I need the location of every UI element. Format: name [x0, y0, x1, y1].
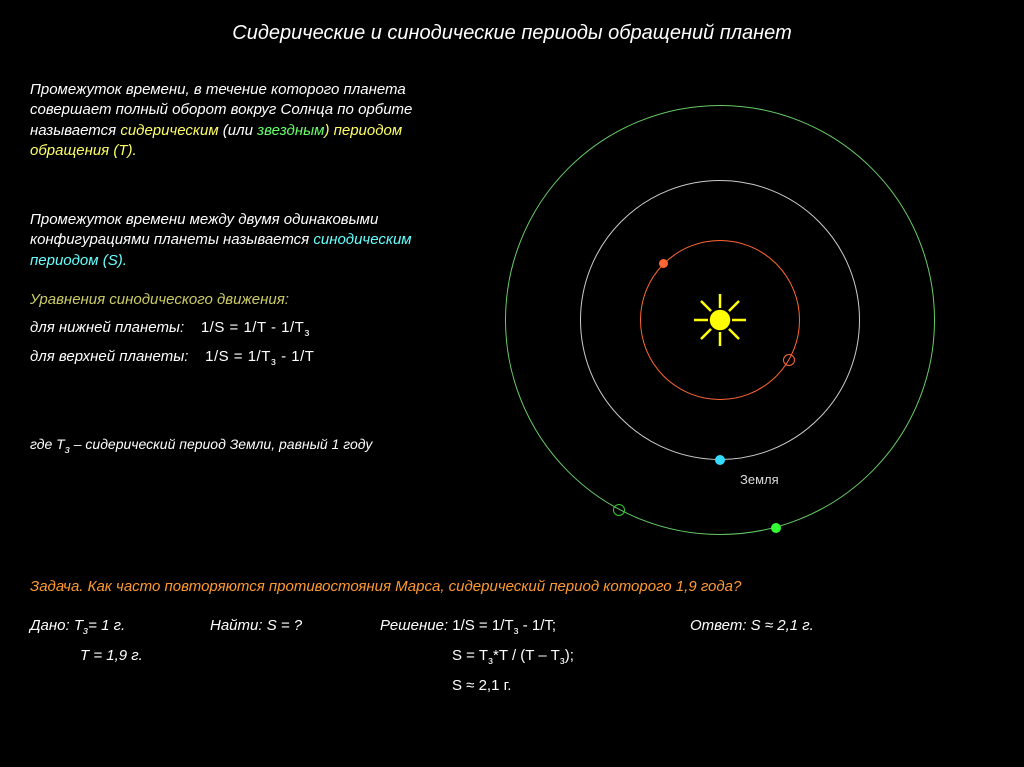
answer-col: Ответ: S ≈ 2,1 г. [690, 617, 890, 637]
term-sidereal: сидерическим [120, 122, 218, 139]
orbit-diagram: Земля [470, 80, 970, 560]
planet-marker-0 [659, 259, 668, 268]
outer-planet-formula: 1/S = 1/Tз - 1/T [205, 348, 314, 365]
term-stellar: звездным [257, 122, 324, 139]
given-col-2: T = 1,9 г. [30, 647, 210, 667]
problem-question: Как часто повторяются противостояния Мар… [88, 578, 742, 595]
equations-header: Уравнения синодического движения: [30, 290, 450, 310]
problem-section: Задача. Как часто повторяются противосто… [30, 578, 990, 704]
text: (или [219, 122, 257, 139]
planet-marker-2 [715, 455, 725, 465]
equations-block: Уравнения синодического движения: для ни… [30, 290, 450, 370]
note-earth-period: где Tз – сидерический период Земли, равн… [30, 435, 480, 458]
solution-col-3: S ≈ 2,1 г. [380, 677, 690, 694]
problem-row-1: Дано: Tз= 1 г. Найти: S = ? Решение: 1/S… [30, 617, 990, 637]
solution-col-2: S = Tз*T / (T – Tз); [380, 647, 690, 667]
problem-label: Задача. [30, 578, 88, 595]
outer-planet-label: для верхней планеты: [30, 348, 188, 365]
solution-col: Решение: 1/S = 1/Tз - 1/T; [380, 617, 690, 637]
inner-planet-label: для нижней планеты: [30, 319, 184, 336]
problem-statement: Задача. Как часто повторяются противосто… [30, 578, 990, 595]
find-col: Найти: S = ? [210, 617, 380, 637]
planet-marker-4 [613, 504, 625, 516]
given-col: Дано: Tз= 1 г. [30, 617, 210, 637]
orbit-2 [505, 105, 935, 535]
problem-row-3: S ≈ 2,1 г. [30, 677, 990, 694]
inner-planet-formula: 1/S = 1/T - 1/Tз [201, 319, 310, 336]
paragraph-sidereal: Промежуток времени, в течение которого п… [30, 80, 450, 161]
paragraph-synodic: Промежуток времени между двумя одинаковы… [30, 210, 450, 271]
planet-marker-3 [771, 523, 781, 533]
page-title: Сидерические и синодические периоды обра… [0, 0, 1024, 45]
problem-row-2: T = 1,9 г. S = Tз*T / (T – Tз); [30, 647, 990, 667]
